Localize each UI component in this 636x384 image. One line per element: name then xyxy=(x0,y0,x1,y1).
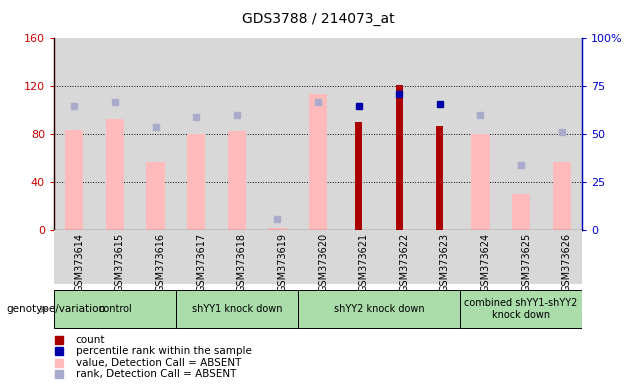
Bar xyxy=(216,38,257,230)
Bar xyxy=(228,131,246,230)
Text: GSM373614: GSM373614 xyxy=(74,233,85,292)
Text: GSM373616: GSM373616 xyxy=(156,233,165,292)
Bar xyxy=(135,38,176,230)
Text: GSM373622: GSM373622 xyxy=(399,233,409,292)
FancyBboxPatch shape xyxy=(257,230,298,284)
Text: GSM373618: GSM373618 xyxy=(237,233,247,292)
Bar xyxy=(460,38,501,230)
FancyBboxPatch shape xyxy=(95,230,135,284)
Text: GSM373626: GSM373626 xyxy=(562,233,572,292)
Bar xyxy=(396,85,403,230)
Text: GSM373624: GSM373624 xyxy=(480,233,490,292)
FancyBboxPatch shape xyxy=(460,290,582,328)
FancyBboxPatch shape xyxy=(338,230,379,284)
FancyBboxPatch shape xyxy=(216,230,257,284)
FancyBboxPatch shape xyxy=(420,230,460,284)
Bar xyxy=(309,94,327,230)
Bar xyxy=(257,38,298,230)
Text: genotype/variation: genotype/variation xyxy=(6,304,106,314)
Bar xyxy=(146,162,165,230)
FancyBboxPatch shape xyxy=(135,230,176,284)
FancyBboxPatch shape xyxy=(501,230,541,284)
Bar xyxy=(436,126,443,230)
FancyBboxPatch shape xyxy=(176,290,298,328)
Bar xyxy=(512,194,530,230)
Text: GSM373625: GSM373625 xyxy=(521,233,531,292)
Text: GDS3788 / 214073_at: GDS3788 / 214073_at xyxy=(242,12,394,25)
Bar xyxy=(541,38,582,230)
Text: value, Detection Call = ABSENT: value, Detection Call = ABSENT xyxy=(76,358,241,368)
Bar xyxy=(54,38,95,230)
Text: percentile rank within the sample: percentile rank within the sample xyxy=(76,346,252,356)
Bar xyxy=(106,119,124,230)
FancyBboxPatch shape xyxy=(460,230,501,284)
FancyBboxPatch shape xyxy=(54,230,95,284)
Text: shYY1 knock down: shYY1 knock down xyxy=(191,304,282,314)
Text: GSM373621: GSM373621 xyxy=(359,233,369,292)
Text: rank, Detection Call = ABSENT: rank, Detection Call = ABSENT xyxy=(76,369,236,379)
Bar xyxy=(298,38,338,230)
FancyBboxPatch shape xyxy=(298,290,460,328)
Bar xyxy=(338,38,379,230)
Bar xyxy=(553,162,570,230)
FancyBboxPatch shape xyxy=(176,230,216,284)
Bar xyxy=(471,134,490,230)
Text: GSM373623: GSM373623 xyxy=(440,233,450,292)
Bar xyxy=(187,134,205,230)
Text: count: count xyxy=(76,335,105,345)
Bar xyxy=(420,38,460,230)
Bar xyxy=(379,38,420,230)
Bar xyxy=(66,129,83,230)
Text: GSM373617: GSM373617 xyxy=(196,233,206,292)
Text: shYY2 knock down: shYY2 knock down xyxy=(334,304,424,314)
Bar xyxy=(501,38,541,230)
Bar xyxy=(95,38,135,230)
Text: GSM373619: GSM373619 xyxy=(277,233,287,292)
Text: control: control xyxy=(98,304,132,314)
FancyBboxPatch shape xyxy=(298,230,338,284)
Bar xyxy=(176,38,216,230)
FancyBboxPatch shape xyxy=(541,230,582,284)
Text: GSM373620: GSM373620 xyxy=(318,233,328,292)
FancyBboxPatch shape xyxy=(379,230,420,284)
Text: GSM373615: GSM373615 xyxy=(115,233,125,292)
Bar xyxy=(355,122,363,230)
Text: combined shYY1-shYY2
knock down: combined shYY1-shYY2 knock down xyxy=(464,298,577,320)
FancyBboxPatch shape xyxy=(54,290,176,328)
Bar xyxy=(268,228,287,230)
